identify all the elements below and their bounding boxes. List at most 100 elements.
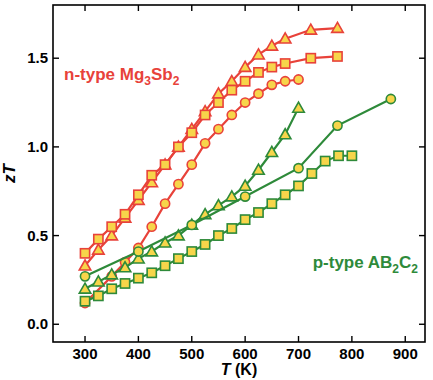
data-point [214,125,223,134]
x-tick [244,336,245,342]
data-point [214,231,223,240]
data-point [266,40,278,50]
data-point [267,62,276,71]
annotation-part: 2 [173,74,180,88]
data-point [201,240,210,249]
x-tick-top [298,5,299,11]
data-point [134,247,143,256]
data-point [227,86,236,95]
data-point [226,76,238,86]
data-point [80,297,89,306]
data-point [187,220,196,229]
data-point [187,247,196,256]
data-point [321,156,330,165]
data-point [147,222,156,231]
data-point [227,110,236,119]
data-point [213,88,225,98]
series-line [85,99,391,276]
data-point [306,54,315,63]
annotation: p-type AB2C2 [313,253,419,276]
data-point [94,235,103,244]
data-point [254,208,263,217]
data-point [241,192,250,201]
data-point [226,191,238,201]
annotation-part: Mg [120,65,145,84]
series-line [85,156,352,301]
data-point [386,94,395,103]
data-point [279,33,291,43]
data-point [239,61,251,71]
data-point [333,52,342,61]
series-line [85,79,298,302]
x-tick-top [351,5,352,11]
y-tick [53,324,59,325]
y-tick [53,235,59,236]
data-point [281,59,290,68]
data-point [79,260,91,270]
annotation-part: 2 [411,262,418,276]
y-tick-right [419,324,425,325]
data-point [294,75,303,84]
y-tick-label: 1.0 [27,138,48,155]
series-line [85,28,337,266]
x-tick-label: 700 [286,345,311,362]
y-tick-right [419,235,425,236]
data-point [107,222,116,231]
annotation-part: AB [368,253,393,272]
annotation-part: Sb [151,65,173,84]
y-tick [53,146,59,147]
data-point [93,276,105,286]
x-tick [191,336,192,342]
data-point [293,102,305,112]
y-axis-label: zT [0,162,19,184]
x-tick [298,336,299,342]
data-point [134,190,143,199]
plot-data [79,22,395,307]
x-tick-label: 300 [73,345,98,362]
data-point [334,151,343,160]
data-point [107,284,116,293]
data-point [119,262,131,272]
data-point [186,219,198,229]
data-point [307,169,316,178]
data-point [267,80,276,89]
y-tick [53,58,59,59]
data-point [80,272,89,281]
y-tick-label: 1.5 [27,49,48,66]
data-point [94,291,103,300]
x-axis-label: T (K) [221,361,257,378]
annotation-part: C [399,253,411,272]
annotation-part: n-type [64,65,120,84]
plot-frame [53,5,425,342]
data-point [214,98,223,107]
chart-svg: 3004005006007008009000.00.51.01.5T (K)zT… [0,0,433,380]
data-point [294,164,303,173]
y-tick-label: 0.0 [27,315,48,332]
x-tick-label: 800 [339,345,364,362]
x-tick-top [138,5,139,11]
data-point [333,121,342,130]
data-point [173,141,185,151]
data-point [201,110,210,119]
x-tick-label: 600 [233,345,258,362]
y-tick-label: 0.5 [27,227,48,244]
chart-root: 3004005006007008009000.00.51.01.5T (K)zT… [0,0,433,380]
data-point [120,279,129,288]
data-point [241,98,250,107]
data-point [147,268,156,277]
x-tick [84,336,85,342]
data-point [160,160,169,169]
data-point [241,77,250,86]
data-point [253,49,264,59]
data-point [93,244,105,254]
x-tick-top [244,5,245,11]
data-point [174,254,183,263]
x-tick-top [84,5,85,11]
data-point [174,180,183,189]
x-tick [351,336,352,342]
data-point [147,171,156,180]
x-tick-top [191,5,192,11]
data-point [254,89,263,98]
x-tick-top [405,5,406,11]
data-point [281,190,290,199]
